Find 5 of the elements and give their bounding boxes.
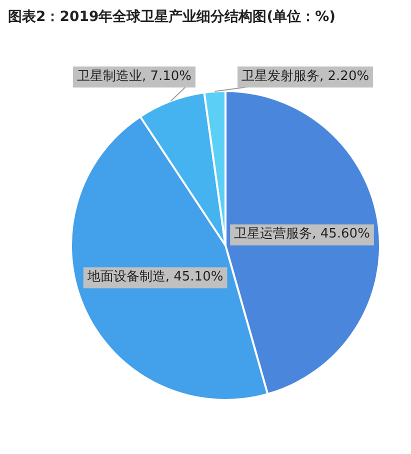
slice-label: 地面设备制造, 45.10% bbox=[86, 270, 224, 285]
chart-title: 图表2：2019年全球卫星产业细分结构图(单位：%) bbox=[7, 8, 337, 27]
slice-label: 卫星制造业, 7.10% bbox=[76, 68, 192, 84]
slice-label: 卫星发射服务, 2.20% bbox=[242, 68, 370, 84]
slice-label: 卫星运营服务, 45.60% bbox=[234, 226, 370, 242]
